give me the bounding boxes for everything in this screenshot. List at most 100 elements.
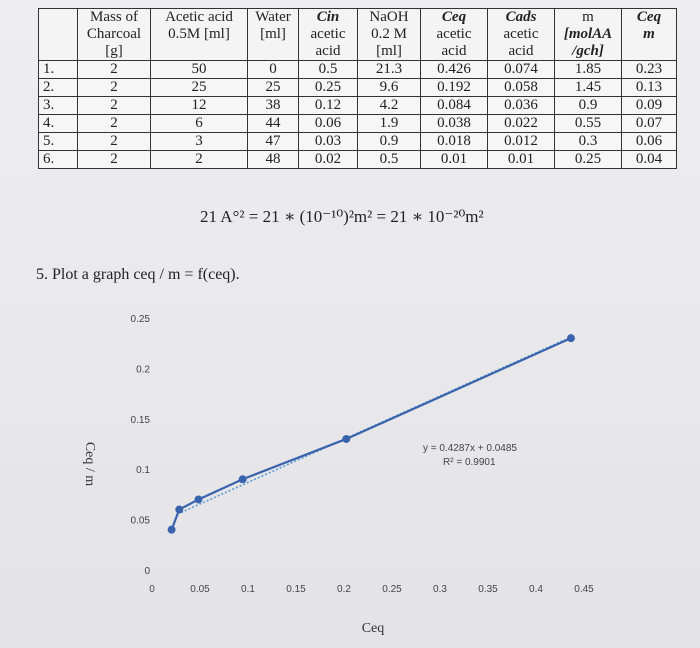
- header-water: Water [ml]: [247, 8, 299, 61]
- header-line: acid: [508, 43, 534, 59]
- table-cell: 0.036: [487, 96, 555, 115]
- header-line: [ml]: [260, 26, 286, 42]
- header-line: Acetic acid: [165, 9, 233, 25]
- table-row: 6. 2 2 48 0.02 0.5 0.01 0.01 0.25 0.04: [38, 150, 677, 169]
- table-cell: 0.022: [487, 114, 555, 133]
- x-axis-title: Ceq: [362, 621, 385, 636]
- header-line: Water: [255, 9, 291, 25]
- header-line: [g]: [105, 43, 123, 59]
- header-line: Ceq: [441, 9, 467, 25]
- header-line: m: [643, 26, 655, 42]
- table-row: 4. 2 6 44 0.06 1.9 0.038 0.022 0.55 0.07: [38, 114, 677, 133]
- row-number: 3.: [38, 96, 78, 115]
- table-cell: 0.03: [298, 132, 358, 151]
- task-statement: 5. Plot a graph ceq / m = f(ceq).: [36, 266, 240, 283]
- table-cell: 25: [247, 78, 299, 97]
- y-tick-label: 0.15: [131, 415, 151, 426]
- table-cell: 2: [77, 150, 151, 169]
- x-tick-label: 0.05: [190, 584, 210, 595]
- header-acetic-acid: Acetic acid 0.5M [ml]: [150, 8, 248, 61]
- table-cell: 2: [77, 96, 151, 115]
- y-tick-label: 0.1: [136, 465, 150, 476]
- table-cell: 0.01: [420, 150, 488, 169]
- y-tick-label: 0.2: [136, 364, 150, 375]
- x-tick-label: 0.25: [382, 584, 402, 595]
- table-cell: 0.9: [554, 96, 622, 115]
- table-cell: 2: [77, 60, 151, 79]
- table-cell: 0.084: [420, 96, 488, 115]
- area-formula: 21 A°² = 21 ∗ (10⁻¹⁰)²m² = 21 ∗ 10⁻²⁰m²: [200, 207, 484, 226]
- table-body: 1. 2 50 0 0.5 21.3 0.426 0.074 1.85 0.23 2. 2 25 25 0.…: [38, 60, 677, 169]
- data-point: [175, 505, 184, 514]
- table-row: 5. 2 3 47 0.03 0.9 0.018 0.012 0.3 0.06: [38, 132, 677, 151]
- table-cell: 0.02: [298, 150, 358, 169]
- series-line: [170, 337, 572, 531]
- header-line: Ceq: [636, 9, 662, 25]
- table-cell: 9.6: [357, 78, 421, 97]
- y-tick-label: 0.25: [131, 314, 151, 325]
- table-cell: 44: [247, 114, 299, 133]
- table-cell: 38: [247, 96, 299, 115]
- chart-series: [167, 334, 575, 534]
- row-number: 1.: [38, 60, 78, 79]
- x-tick-label: 0.35: [478, 584, 498, 595]
- header-line: acetic: [436, 26, 472, 42]
- header-line: [ml]: [376, 43, 402, 59]
- header-line: acetic: [310, 26, 346, 42]
- table-row: 3. 2 12 38 0.12 4.2 0.084 0.036 0.9 0.09: [38, 96, 677, 115]
- header-rownum: [38, 8, 78, 61]
- table-header-row: Mass of Charcoal [g] Acetic acid 0.5M [m…: [38, 8, 677, 61]
- header-line: Mass of: [90, 9, 138, 25]
- table-cell: 0.01: [487, 150, 555, 169]
- table-cell: 50: [150, 60, 248, 79]
- header-line: NaOH: [369, 9, 409, 25]
- header-line: m: [582, 9, 594, 25]
- x-tick-label: 0.1: [241, 584, 255, 595]
- header-line: acetic: [503, 26, 539, 42]
- header-line: Cin: [316, 9, 340, 25]
- table-cell: 0.25: [554, 150, 622, 169]
- header-line: acid: [441, 43, 467, 59]
- header-line: acid: [315, 43, 341, 59]
- table-row: 1. 2 50 0 0.5 21.3 0.426 0.074 1.85 0.23: [38, 60, 677, 79]
- table-cell: 1.9: [357, 114, 421, 133]
- table-cell: 0.12: [298, 96, 358, 115]
- header-line: /gch]: [572, 43, 604, 59]
- table-cell: 3: [150, 132, 248, 151]
- header-ceq: Ceq acetic acid: [420, 8, 488, 61]
- chart-ticks: 0 0.05 0.1 0.15 0.2 0.25 0 0.05 0.1 0.15 0.2 0.25 0.…: [131, 314, 595, 595]
- trendline-equation: y = 0.4287x + 0.0485: [423, 443, 517, 454]
- x-tick-label: 0.15: [286, 584, 306, 595]
- table-cell: 0.04: [621, 150, 677, 169]
- table-row: 2. 2 25 25 0.25 9.6 0.192 0.058 1.45 0.13: [38, 78, 677, 97]
- header-line: 0.2 M: [371, 26, 407, 42]
- y-axis-title: Ceq / m: [82, 442, 97, 486]
- trendline-r2: R² = 0.9901: [443, 457, 496, 468]
- table-cell: 0.192: [420, 78, 488, 97]
- header-m: m [molAA /gch]: [554, 8, 622, 61]
- data-point: [566, 334, 575, 343]
- header-ceq-over-m: Ceq m: [621, 8, 677, 61]
- data-point: [167, 525, 176, 534]
- y-tick-label: 0.05: [131, 516, 151, 527]
- header-line: 0.5M [ml]: [168, 26, 230, 42]
- table-cell: 0.426: [420, 60, 488, 79]
- table-cell: 0.09: [621, 96, 677, 115]
- header-line: Cads: [505, 9, 537, 25]
- row-number: 6.: [38, 150, 78, 169]
- x-tick-label: 0.4: [529, 584, 543, 595]
- x-tick-label: 0: [149, 584, 155, 595]
- row-number: 4.: [38, 114, 78, 133]
- table-cell: 0.06: [621, 132, 677, 151]
- table-cell: 0.018: [420, 132, 488, 151]
- data-point: [342, 434, 351, 443]
- data-table: Mass of Charcoal [g] Acetic acid 0.5M [m…: [38, 8, 677, 169]
- header-cin: Cin acetic acid: [298, 8, 358, 61]
- x-tick-label: 0.2: [337, 584, 351, 595]
- x-tick-label: 0.3: [433, 584, 447, 595]
- x-tick-label: 0.45: [574, 584, 594, 595]
- table-cell: 47: [247, 132, 299, 151]
- header-line: [molAA: [563, 26, 613, 42]
- table-cell: 48: [247, 150, 299, 169]
